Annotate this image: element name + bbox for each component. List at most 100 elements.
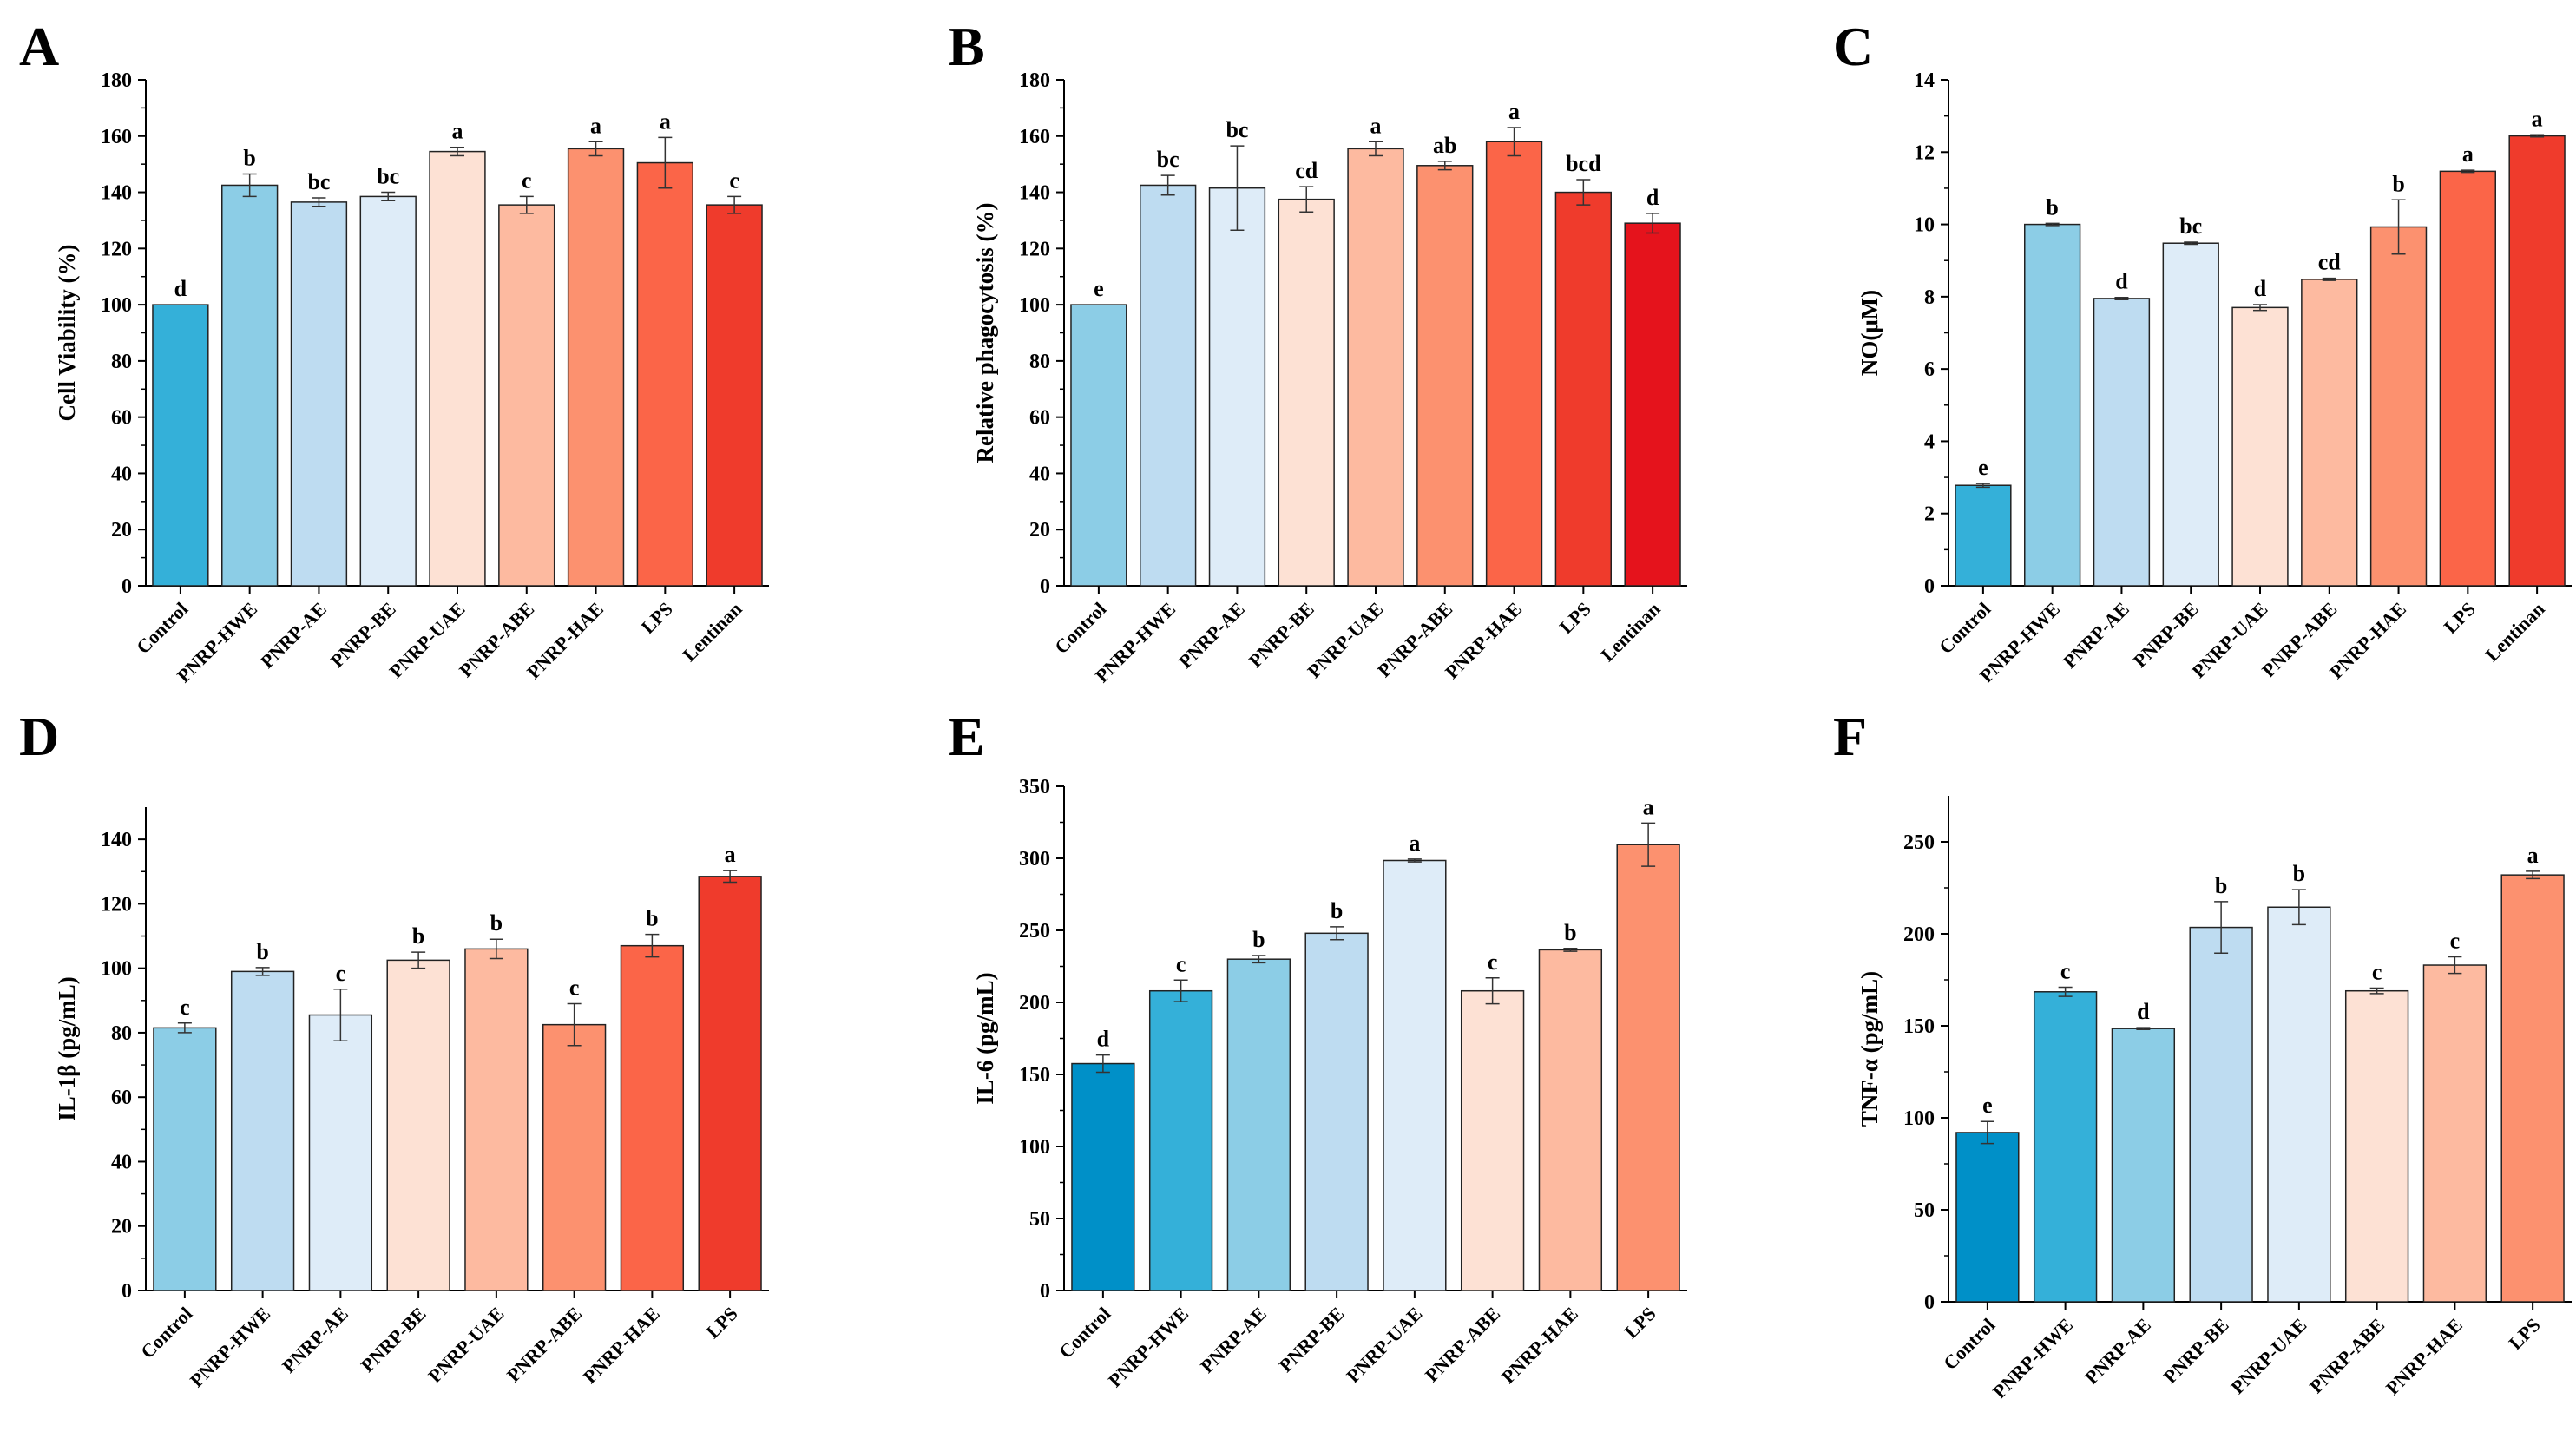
bar-pnrp-hwe xyxy=(1140,184,1197,587)
significance-letter: a xyxy=(1643,794,1654,819)
x-tick-label: Lentinan xyxy=(2481,598,2548,666)
y-tick-label: 160 xyxy=(101,126,132,148)
y-tick-label: 80 xyxy=(1029,351,1050,373)
y-tick-label: 10 xyxy=(1914,214,1935,237)
bar-pnrp-hwe xyxy=(2033,991,2098,1303)
significance-letter: a xyxy=(452,119,463,144)
significance-letter: d xyxy=(2137,999,2150,1024)
bar-lentinan xyxy=(1624,222,1681,587)
significance-letter: b xyxy=(1252,927,1265,952)
y-tick-label: 100 xyxy=(1903,1107,1935,1130)
x-tick-label: LPS xyxy=(1555,598,1595,638)
y-tick-label: 6 xyxy=(1924,358,1935,381)
y-tick-label: 150 xyxy=(1019,1064,1050,1087)
significance-letter: c xyxy=(2060,958,2071,983)
significance-letter: bc xyxy=(1157,147,1180,172)
significance-letter: d xyxy=(1646,185,1659,210)
bar-pnrp-hae xyxy=(2369,226,2428,587)
bar-pnrp-uae xyxy=(464,948,529,1291)
bar-pnrp-ae xyxy=(2093,298,2151,587)
significance-letter: a xyxy=(660,108,671,134)
bar-lps xyxy=(2500,874,2565,1303)
bar-pnrp-abe xyxy=(1416,165,1474,587)
x-tick-label: PNRP-UAE xyxy=(1342,1303,1426,1387)
bar-pnrp-hae xyxy=(567,148,625,587)
panel-label: A xyxy=(19,16,59,77)
significance-letter: cd xyxy=(2318,250,2342,275)
bar-control xyxy=(1070,304,1127,587)
y-tick-label: 20 xyxy=(111,519,132,542)
x-tick-label: Control xyxy=(1050,598,1110,658)
bar-pnrp-abe xyxy=(2301,279,2358,587)
bar-pnrp-uae xyxy=(1347,148,1404,587)
significance-letter: b xyxy=(646,906,658,931)
y-tick-label: 40 xyxy=(111,463,132,485)
chart-panel-d: D 0 20 40 60 80 100 120 140 IL-1β (pg/mL) c Control… xyxy=(19,706,769,1391)
y-tick-label: 140 xyxy=(1019,182,1050,205)
x-tick-label: PNRP-UAE xyxy=(2187,598,2271,682)
y-tick-label: 2 xyxy=(1924,503,1935,526)
bar-pnrp-be xyxy=(386,959,450,1291)
x-tick-label: Control xyxy=(1935,598,1994,658)
x-tick-label: PNRP-BE xyxy=(1245,598,1318,672)
y-tick-label: 0 xyxy=(1040,1280,1050,1303)
significance-letter: c xyxy=(2450,929,2461,954)
x-tick-label: Control xyxy=(1055,1303,1114,1363)
x-tick-label: PNRP-AE xyxy=(1196,1303,1271,1377)
chart-panel-c: C02468101214NO(μM)eControlbPNRP-HWEdPNRP… xyxy=(1833,16,2572,686)
x-tick-label: PNRP-ABE xyxy=(2305,1314,2389,1397)
x-tick-label: PNRP-HWE xyxy=(1988,1314,2077,1402)
significance-letter: b xyxy=(490,910,503,936)
significance-letter: a xyxy=(1370,113,1382,138)
significance-letter: b xyxy=(256,939,268,964)
x-tick-label: PNRP-AE xyxy=(2080,1314,2155,1389)
significance-letter: c xyxy=(180,995,190,1020)
chart-panel-e: E 0 50 100 150 200 250 300 350 IL-6 (pg/mL) d Contr… xyxy=(948,706,1687,1391)
bar-pnrp-uae xyxy=(2267,906,2331,1303)
significance-letter: d xyxy=(174,276,187,301)
significance-letter: c xyxy=(336,961,346,986)
x-tick-label: PNRP-BE xyxy=(2129,598,2203,672)
x-tick-label: PNRP-AE xyxy=(278,1303,352,1377)
y-tick-label: 160 xyxy=(1019,126,1050,148)
significance-letter: e xyxy=(1094,276,1104,301)
y-tick-label: 12 xyxy=(1914,141,1935,164)
chart-panel-f: F 0 50 100 150 200 250 TNF-α (pg/mL) e Control c PN… xyxy=(1833,706,2572,1402)
significance-letter: b xyxy=(2046,194,2058,220)
panel-label: D xyxy=(19,706,59,767)
y-tick-label: 50 xyxy=(1914,1199,1935,1222)
significance-letter: bc xyxy=(2179,213,2202,239)
x-tick-label: PNRP-AE xyxy=(1174,598,1249,673)
y-tick-label: 100 xyxy=(101,294,132,317)
y-tick-label: 20 xyxy=(1029,519,1050,542)
bar-pnrp-uae xyxy=(429,150,486,587)
y-axis-title: TNF-α (pg/mL) xyxy=(1856,971,1883,1127)
bar-pnrp-hwe xyxy=(221,184,279,587)
y-axis-title: Cell Viability (%) xyxy=(54,245,80,422)
y-tick-label: 0 xyxy=(1924,1291,1935,1314)
y-tick-label: 120 xyxy=(1019,238,1050,260)
y-tick-label: 8 xyxy=(1924,286,1935,309)
y-tick-label: 100 xyxy=(1019,294,1050,317)
bar-lps xyxy=(1554,191,1612,587)
x-tick-label: PNRP-BE xyxy=(2159,1314,2233,1388)
y-axis-title: NO(μM) xyxy=(1856,290,1883,376)
y-tick-label: 0 xyxy=(122,575,132,598)
y-tick-label: 60 xyxy=(111,407,132,430)
bar-pnrp-ae xyxy=(308,1014,373,1291)
panel-label: F xyxy=(1833,706,1867,767)
significance-letter: b xyxy=(1564,920,1576,945)
x-tick-label: Control xyxy=(1939,1314,1999,1374)
x-tick-label: LPS xyxy=(1620,1303,1659,1343)
y-tick-label: 40 xyxy=(1029,463,1050,485)
panel-label: B xyxy=(948,16,985,77)
bar-control xyxy=(1955,484,2012,587)
x-tick-label: PNRP-HAE xyxy=(2382,1314,2467,1399)
y-tick-label: 20 xyxy=(111,1216,132,1238)
y-tick-label: 0 xyxy=(122,1280,132,1303)
x-tick-label: PNRP-BE xyxy=(326,598,400,672)
significance-letter: b xyxy=(2293,861,2305,886)
y-tick-label: 0 xyxy=(1924,575,1935,598)
significance-letter: c xyxy=(522,168,532,193)
bar-pnrp-be xyxy=(359,195,417,587)
